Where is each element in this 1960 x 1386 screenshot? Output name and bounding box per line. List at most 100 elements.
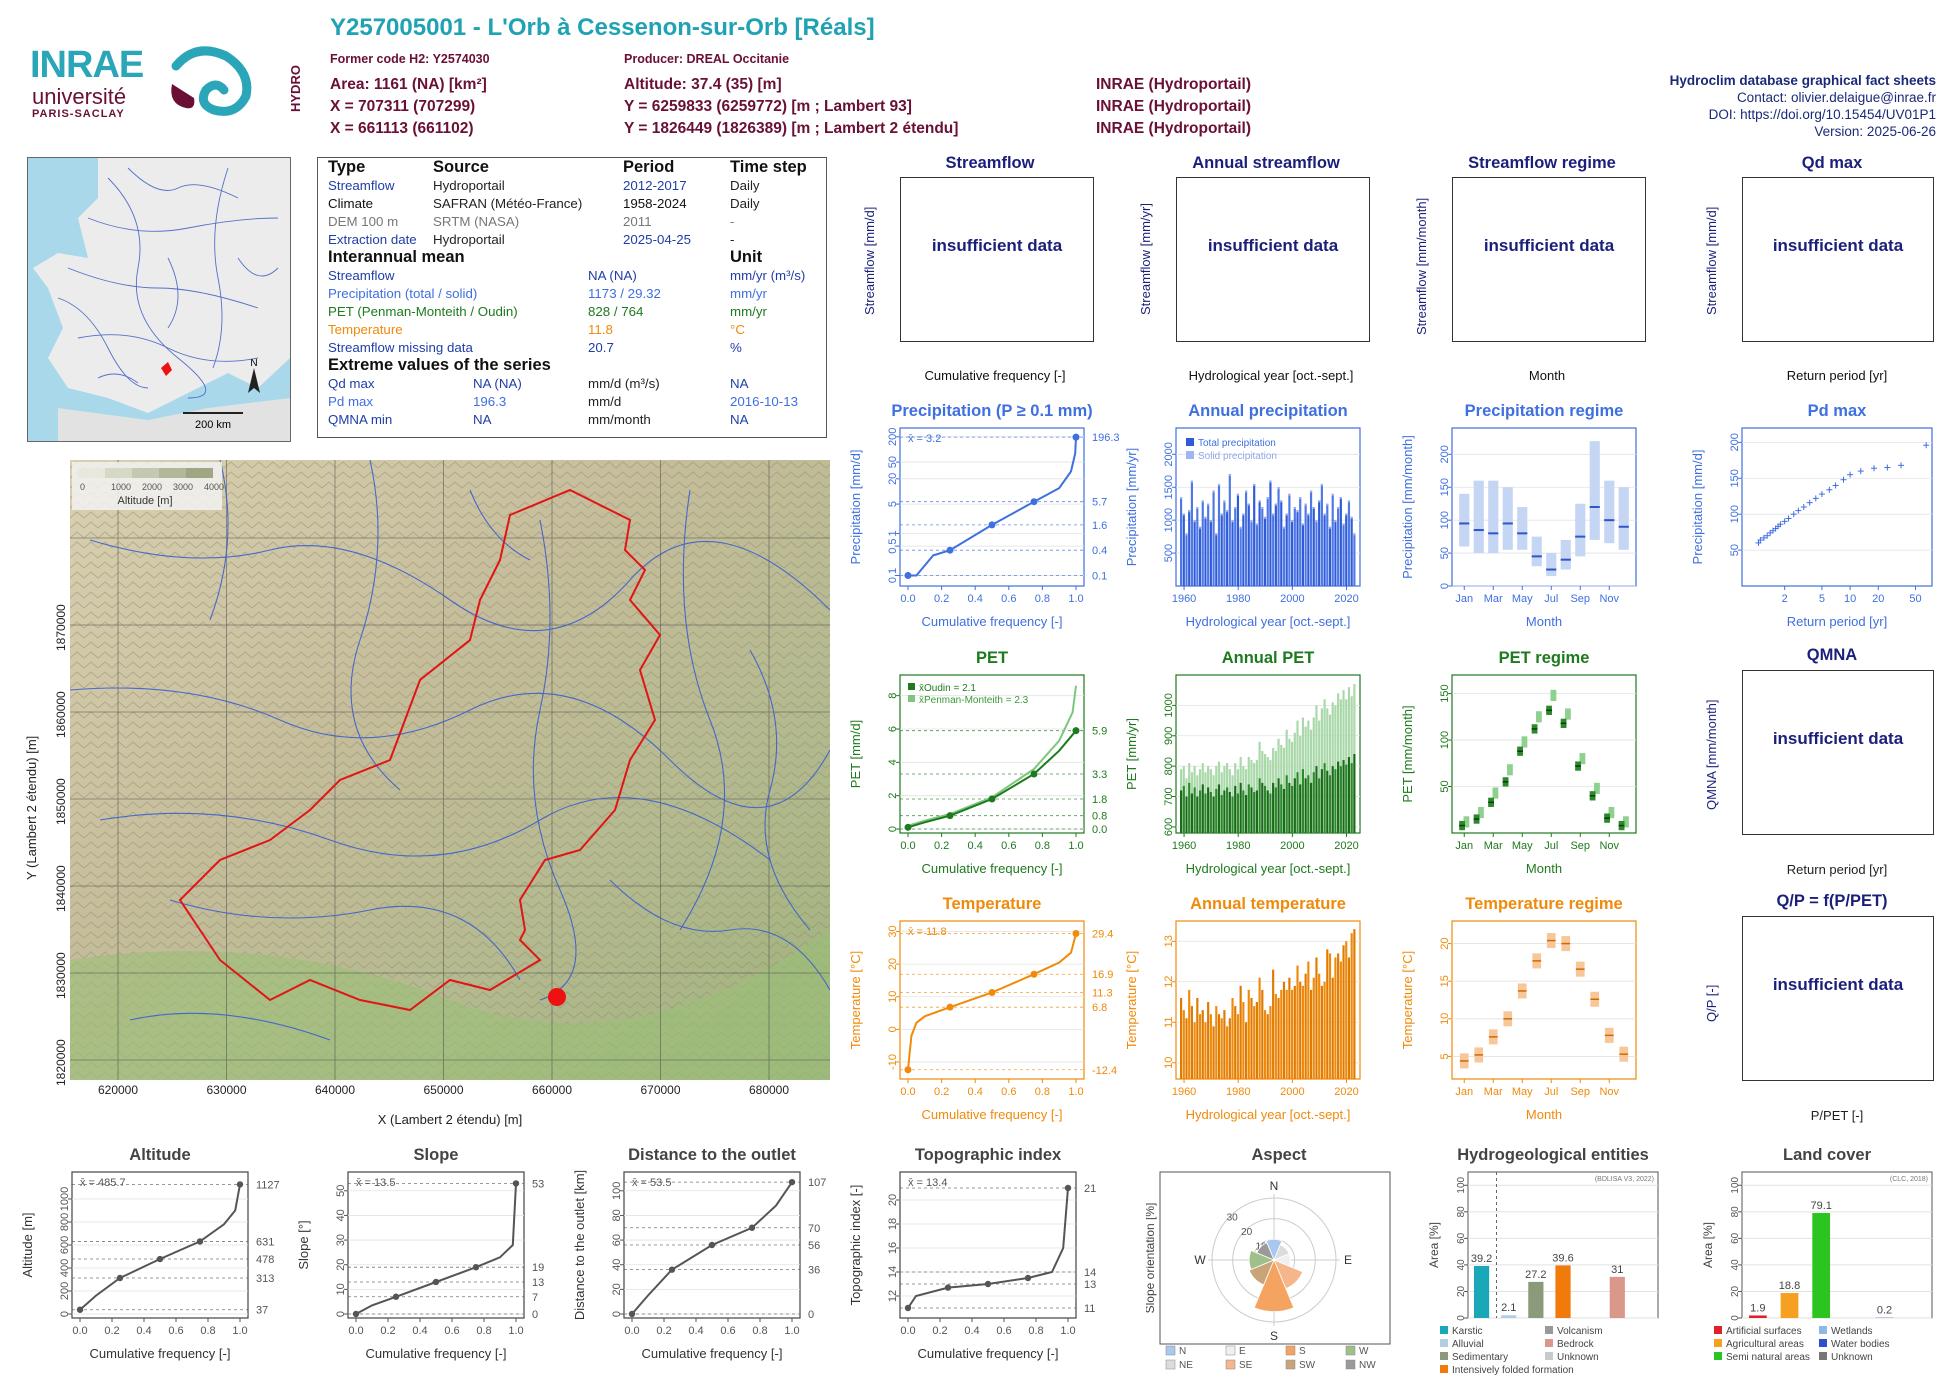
annual-pet-oudin-bar — [1253, 791, 1256, 833]
x-lambert93: X = 707311 (707299) — [330, 98, 476, 115]
france-map: N 200 km — [27, 157, 291, 442]
distance_cdf-point — [748, 1224, 756, 1231]
annual-precip-bar — [1228, 474, 1231, 586]
distance_cdf-quantile-label: 70 — [808, 1223, 820, 1235]
precip_cdf-quantile-label: 0.1 — [1092, 570, 1107, 582]
solid-precip-bar — [1334, 520, 1337, 523]
hydrogeo-legend-label: Alluvial — [1452, 1339, 1484, 1350]
sf-xlabel: Hydrological year [oct.-sept.] — [1188, 368, 1354, 383]
map-x-tick: 630000 — [206, 1083, 247, 1097]
info-type: Extraction date — [328, 232, 417, 247]
annual-temp-bar — [1239, 985, 1242, 1079]
info-type: DEM 100 m — [328, 214, 399, 229]
annual-temp-bar — [1342, 945, 1345, 1079]
landcover-legend-label: Agricultural areas — [1726, 1339, 1804, 1350]
annual-pet-oudin-bar — [1250, 787, 1253, 833]
annual-temp-bar — [1334, 957, 1337, 1079]
precip_cdf-x-tick: 0.8 — [1035, 593, 1050, 605]
annual_pet-title: Annual PET — [1221, 649, 1315, 667]
topo_cdf-quantile-label: 13 — [1084, 1279, 1096, 1291]
altitude_cdf-quantile-label: 631 — [256, 1236, 274, 1248]
precip_cdf-x-tick: 0.2 — [934, 593, 949, 605]
annual-pet-oudin-bar — [1217, 784, 1221, 833]
annual-temp-bar — [1263, 1010, 1267, 1079]
annual-precip-bar — [1266, 497, 1269, 586]
annual-precip-bar — [1253, 483, 1256, 586]
extreme-name: QMNA min — [328, 412, 393, 427]
annual-pet-oudin-bar — [1320, 769, 1323, 833]
altitude_cdf-panel: Altitude Cumulative frequency [-] Altitude… — [2, 1142, 308, 1368]
pd_max-y-tick: 150 — [1729, 469, 1741, 487]
temp_cdf-mean-label: x̄ = 11.8 — [908, 926, 947, 938]
topo_cdf-line — [907, 1187, 1069, 1309]
y-lambert2: Y = 1826449 (1826389) [m ; Lambert 2 éte… — [624, 120, 959, 137]
topo_cdf-x-tick: 0.2 — [932, 1325, 947, 1337]
precip-cdf-point — [1072, 433, 1080, 441]
annual-pet-oudin-bar — [1182, 785, 1185, 833]
pd-max-point — [1898, 462, 1905, 469]
distance_cdf-y-tick: 100 — [611, 1182, 623, 1200]
altitude_cdf-y-tick: 600 — [59, 1236, 71, 1254]
slope_cdf-title: Slope — [413, 1146, 459, 1164]
precip_cdf-x-tick: 0.4 — [968, 593, 983, 605]
temp_cdf-quantile-label: -12.4 — [1092, 1065, 1117, 1077]
landcover-legend-label: Semi natural areas — [1726, 1352, 1810, 1363]
pet-regime-penman-box — [1565, 708, 1571, 720]
info-period: 1958-2024 — [623, 196, 687, 211]
france-map-svg: N 200 km — [28, 158, 290, 441]
solid-precip-bar — [1309, 490, 1313, 493]
annual-pet-oudin-bar — [1226, 787, 1229, 833]
pd-max-point — [1795, 507, 1802, 514]
hydrogeo-y-tick: 0 — [1456, 1315, 1467, 1321]
annual_temp-title: Annual temperature — [1190, 895, 1346, 913]
qp-insufficient-box: insufficient data — [1742, 916, 1934, 1081]
annual-pet-oudin-bar — [1242, 790, 1245, 833]
contact[interactable]: Contact: olivier.delaigue@inrae.fr — [1736, 90, 1936, 105]
y-lambert93: Y = 6259833 (6259772) [m ; Lambert 93] — [624, 98, 912, 115]
annual-precip-bar — [1345, 513, 1348, 586]
annual-temp-bar — [1255, 1002, 1258, 1079]
pet_regime-x-tick: Jul — [1544, 840, 1558, 852]
sf-ylabel: Streamflow [mm/d] — [1704, 206, 1719, 315]
solid-precip-bar — [1328, 526, 1332, 529]
temp_cdf-quantile-label: 6.8 — [1092, 1002, 1107, 1014]
info-type: Climate — [328, 196, 374, 211]
hydrogeo-bar — [1528, 1281, 1544, 1318]
annual_precip-svg: Hydrological year [oct.-sept.] Precipitat… — [1124, 427, 1361, 629]
topo_cdf-y-tick: 20 — [887, 1194, 899, 1206]
precip-cdf-line — [908, 437, 1077, 577]
solid-precip-bar — [1236, 493, 1240, 496]
annual_temp-panel: Annual temperature Hydrological year [oct… — [1106, 891, 1420, 1129]
annual-pet-penman-bar — [1318, 720, 1321, 833]
aspect-compass-label: E — [1344, 1253, 1352, 1267]
landcover-y-tick: 40 — [1730, 1259, 1741, 1271]
map-y-tick: 1840000 — [54, 865, 68, 912]
extreme-value: NA (NA) — [473, 376, 522, 391]
doi[interactable]: DOI: https://doi.org/10.15454/UV01P1 — [1708, 107, 1936, 122]
pd-max-point — [1832, 482, 1839, 489]
mean-name: Streamflow missing data — [328, 340, 473, 355]
basin-location-icon — [161, 362, 172, 376]
altitude_cdf-x-tick: 0.2 — [104, 1325, 119, 1337]
slope_cdf-x-tick: 0.2 — [380, 1325, 395, 1337]
pet-regime-penman-box — [1579, 753, 1586, 765]
pet_cdf-xlabel: Cumulative frequency [-] — [922, 861, 1063, 876]
landcover-value-label: 79.1 — [1810, 1200, 1831, 1212]
temp_cdf-frame — [899, 920, 1085, 1080]
solid-precip-bar — [1180, 497, 1183, 500]
annual-temp-bar — [1339, 961, 1342, 1079]
precip-regime-box — [1546, 553, 1557, 577]
info-source: Hydroportail — [433, 178, 505, 193]
aspect-legend-label: NE — [1179, 1360, 1193, 1371]
temp_cdf-y-tick: 10 — [887, 991, 899, 1003]
qmna-xlabel: Return period [yr] — [1786, 862, 1888, 877]
annual-temp-bar — [1301, 985, 1305, 1079]
topo_cdf-x-tick: 0.8 — [1028, 1325, 1043, 1337]
pd_max-x-tick: 10 — [1844, 593, 1856, 605]
annual-pet-oudin-bar — [1301, 769, 1305, 833]
landcover-legend-label: Artificial surfaces — [1726, 1326, 1802, 1337]
annual-pet-oudin-bar — [1350, 763, 1353, 833]
landcover-value-label: 0.2 — [1877, 1305, 1892, 1317]
landcover-svg: Area [%] (CLC, 2018) 0 20 40 60 80 100 1.9 18.8 79… — [1701, 1171, 1933, 1363]
slope_cdf-quantile-label: 53 — [532, 1178, 544, 1190]
